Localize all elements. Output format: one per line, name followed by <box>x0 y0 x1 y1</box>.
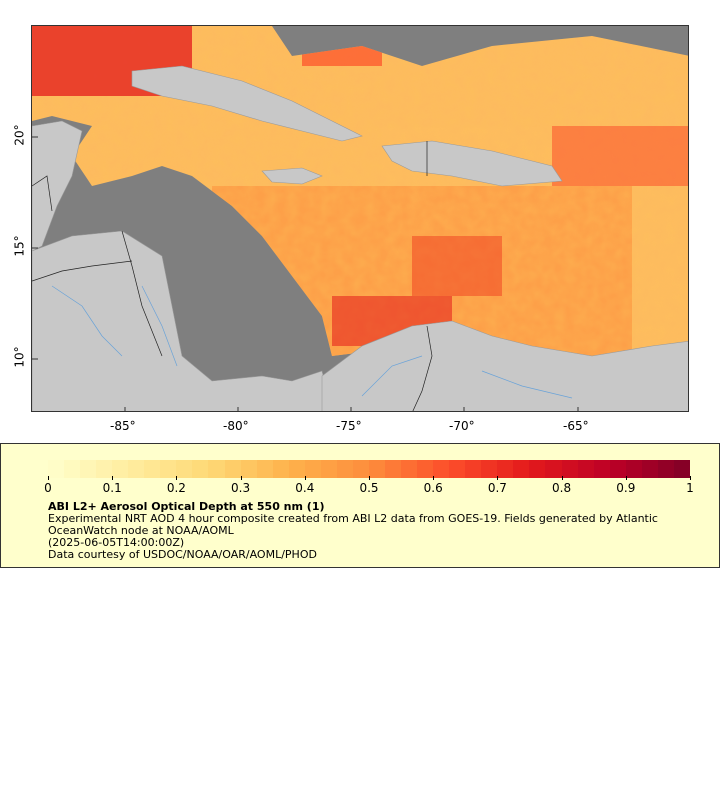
colorbar-swatch <box>272 460 289 478</box>
colorbar-tick-mark <box>304 476 306 480</box>
jamaica-island <box>261 167 323 185</box>
colorbar-swatch <box>256 460 273 478</box>
colorbar-swatch <box>64 460 81 478</box>
colorbar-tick-label: 0.4 <box>295 481 315 495</box>
legend-panel: ABI L2+ Aerosol Optical Depth at 550 nm … <box>0 443 720 568</box>
colorbar-swatch <box>192 460 209 478</box>
colorbar-tick-label: 0.5 <box>359 481 379 495</box>
colorbar-swatch <box>577 460 594 478</box>
colorbar-tick-mark <box>176 476 178 480</box>
cuba-island <box>131 65 363 142</box>
lat-label-10n: 10° <box>12 346 27 368</box>
colorbar-swatch <box>433 460 450 478</box>
colorbar-tick-label: 0.7 <box>487 481 507 495</box>
country-borders <box>32 141 433 411</box>
legend-summary: Experimental NRT AOD 4 hour composite cr… <box>48 512 658 537</box>
colorbar-swatch <box>352 460 369 478</box>
colorbar-swatch <box>529 460 546 478</box>
colorbar-tick-label: 0 <box>44 481 52 495</box>
colorbar-tick-mark <box>690 476 691 480</box>
colorbar-swatch <box>368 460 385 478</box>
colorbar-tick-mark <box>112 476 114 480</box>
colorbar-swatch <box>144 460 161 478</box>
colorbar-tick-label: 1 <box>686 481 694 495</box>
colorbar-tick-mark <box>497 476 499 480</box>
colorbar-tick-label: 0.1 <box>102 481 122 495</box>
lat-ticks <box>32 136 38 360</box>
aod-map[interactable] <box>31 25 689 412</box>
colorbar-swatch <box>336 460 353 478</box>
colorbar-tick-label: 0.6 <box>423 481 443 495</box>
lon-label-85w: -85° <box>110 419 136 433</box>
lon-label-65w: -65° <box>563 419 589 433</box>
colorbar-swatch <box>80 460 97 478</box>
colorbar-swatch <box>513 460 530 478</box>
colorbar-swatch <box>176 460 193 478</box>
colorbar <box>48 460 690 478</box>
colorbar-swatch <box>240 460 257 478</box>
colorbar-swatch <box>481 460 498 478</box>
colorbar-tick-label: 0.9 <box>616 481 636 495</box>
legend-time: (2025-06-05T14:00:00Z) <box>48 536 185 549</box>
colorbar-tick-mark <box>48 476 49 480</box>
legend-title: ABI L2+ Aerosol Optical Depth at 550 nm … <box>48 500 325 513</box>
colorbar-swatch <box>401 460 418 478</box>
colorbar-tick-mark <box>369 476 370 480</box>
legend-text: ABI L2+ Aerosol Optical Depth at 550 nm … <box>48 501 698 561</box>
colorbar-swatch <box>641 460 658 478</box>
lon-label-80w: -80° <box>223 419 249 433</box>
colorbar-swatch <box>545 460 562 478</box>
lon-label-75w: -75° <box>336 419 362 433</box>
colorbar-swatch <box>208 460 225 478</box>
rivers <box>51 285 573 399</box>
colorbar-swatch <box>304 460 321 478</box>
colorbar-swatch <box>112 460 129 478</box>
colorbar-tick-label: 0.3 <box>231 481 251 495</box>
colorbar-tick-mark <box>433 476 435 480</box>
map-canvas <box>32 26 688 411</box>
colorbar-swatch <box>497 460 514 478</box>
colorbar-swatch <box>288 460 305 478</box>
colorbar-tick-label: 0.8 <box>552 481 572 495</box>
south-america-coast <box>321 320 688 411</box>
lat-label-20n: 20° <box>12 124 27 146</box>
colorbar-swatch <box>593 460 610 478</box>
colorbar-swatch <box>417 460 434 478</box>
colorbar-tick-mark <box>625 476 627 480</box>
colorbar-swatch <box>465 460 482 478</box>
colorbar-swatch <box>48 460 65 478</box>
colorbar-swatch <box>384 460 402 478</box>
colorbar-swatch <box>128 460 145 478</box>
colorbar-tick-mark <box>240 476 242 480</box>
colorbar-tick-mark <box>561 476 563 480</box>
colorbar-swatch <box>561 460 578 478</box>
colorbar-swatch <box>224 460 241 478</box>
colorbar-swatch <box>320 460 337 478</box>
colorbar-swatch <box>609 460 626 478</box>
colorbar-swatch <box>657 460 674 478</box>
lat-label-15n: 15° <box>12 235 27 257</box>
colorbar-swatch <box>160 460 177 478</box>
colorbar-swatch <box>449 460 466 478</box>
lon-label-70w: -70° <box>449 419 475 433</box>
colorbar-swatch <box>673 460 690 478</box>
lon-ticks <box>124 407 579 411</box>
colorbar-swatch <box>96 460 113 478</box>
colorbar-swatch <box>625 460 642 478</box>
colorbar-tick-label: 0.2 <box>166 481 186 495</box>
legend-credit: Data courtesy of USDOC/NOAA/OAR/AOML/PHO… <box>48 548 317 561</box>
